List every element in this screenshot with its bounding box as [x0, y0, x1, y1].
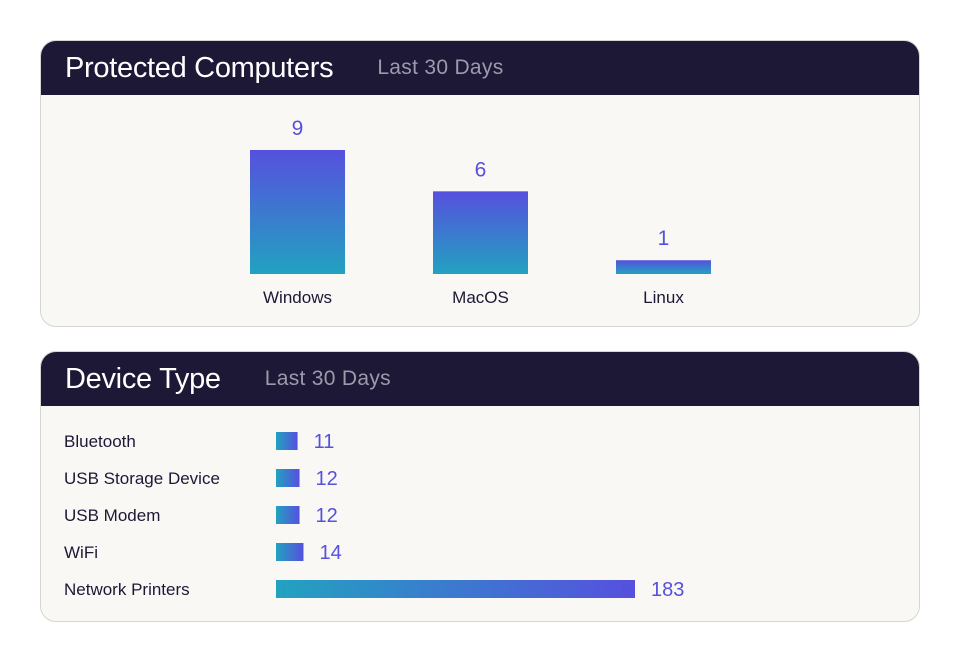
- value-label-usb-modem: 12: [316, 505, 338, 527]
- bar-linux: [616, 260, 711, 274]
- value-label-windows: 9: [292, 117, 304, 140]
- protected-computers-period: Last 30 Days: [377, 56, 504, 79]
- protected-computers-title: Protected Computers: [65, 51, 334, 84]
- protected-computers-chart: 9 Windows 6 MacOS 1 Linux: [250, 117, 711, 307]
- device-type-card: Device Type Last 30 Days Bluetooth 11 USB …: [40, 351, 920, 622]
- category-label-windows: Windows: [263, 288, 332, 307]
- device-type-header: Device Type Last 30 Days: [41, 352, 919, 406]
- value-label-usb-storage-device: 12: [316, 468, 338, 490]
- bar-wifi: [276, 543, 304, 561]
- category-label-linux: Linux: [643, 288, 684, 307]
- bar-usb-storage-device: [276, 469, 300, 487]
- device-type-chart: Bluetooth 11 USB Storage Device 12 USB Modem…: [64, 431, 684, 601]
- protected-computers-card: Protected Computers Last 30 Days 9 Window…: [40, 40, 920, 327]
- device-type-period: Last 30 Days: [264, 367, 391, 390]
- category-label-usb-storage-device: USB Storage Device: [64, 469, 220, 488]
- category-label-usb-modem: USB Modem: [64, 506, 160, 525]
- category-label-network-printers: Network Printers: [64, 580, 190, 599]
- category-label-wifi: WiFi: [64, 543, 98, 562]
- value-label-linux: 1: [658, 227, 670, 250]
- bar-usb-modem: [276, 506, 300, 524]
- category-label-bluetooth: Bluetooth: [64, 432, 136, 451]
- bar-macos: [433, 191, 528, 274]
- category-label-macos: MacOS: [452, 288, 509, 307]
- device-type-title: Device Type: [65, 362, 221, 395]
- protected-computers-header: Protected Computers Last 30 Days: [41, 41, 919, 95]
- value-label-bluetooth: 11: [314, 431, 335, 453]
- bar-network-printers: [276, 580, 635, 598]
- value-label-wifi: 14: [319, 542, 341, 564]
- value-label-network-printers: 183: [651, 579, 684, 601]
- value-label-macos: 6: [475, 158, 487, 181]
- bar-windows: [250, 150, 345, 274]
- bar-bluetooth: [276, 432, 298, 450]
